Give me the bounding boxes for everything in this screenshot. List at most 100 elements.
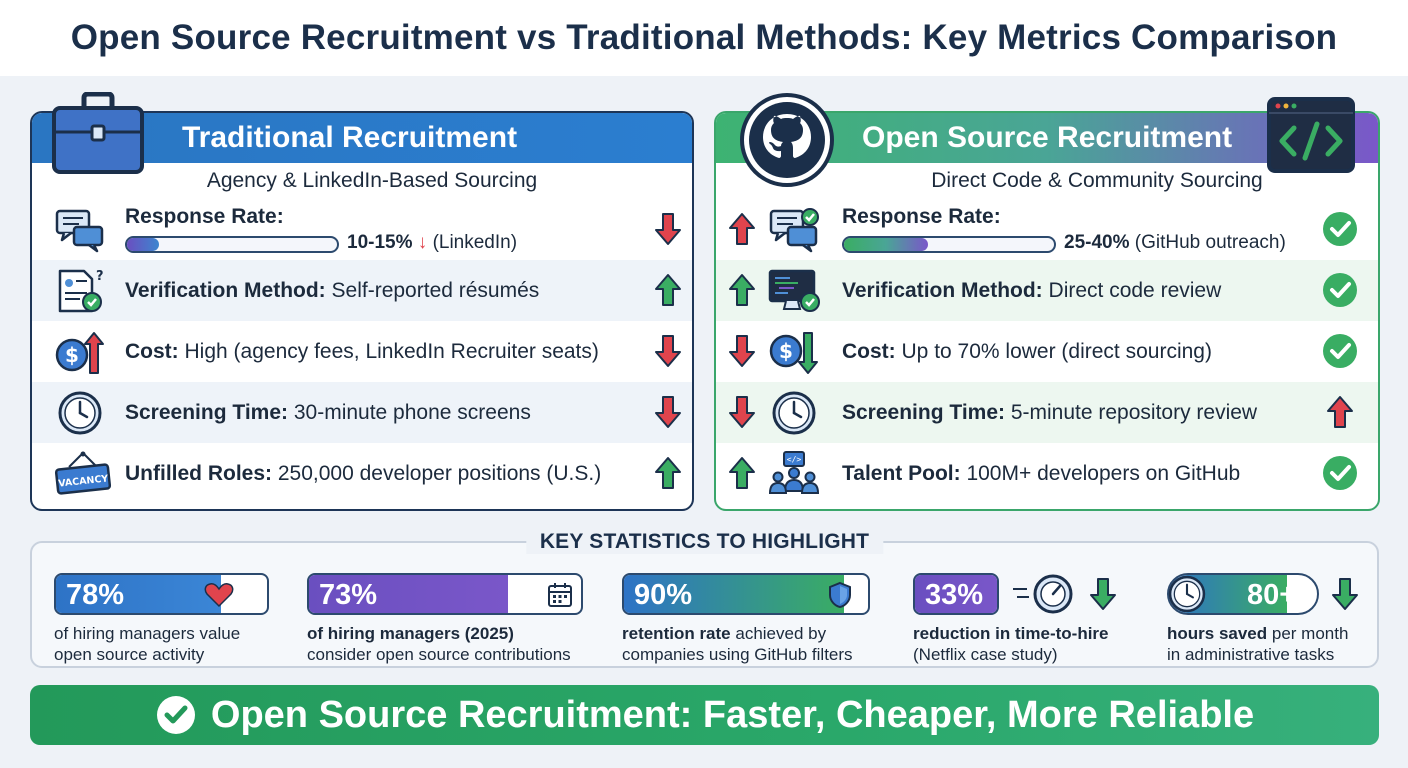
stat-number: 33% <box>925 579 984 611</box>
os-row-response-rate: Response Rate: 25-40% (GitHub outreach) <box>716 199 1378 260</box>
stat-description: reduction in time-to-hire (Netflix case s… <box>913 624 1109 664</box>
clock-icon <box>1165 572 1209 616</box>
calendar-icon <box>548 583 572 607</box>
arrow-down-icon <box>1089 577 1117 611</box>
trad-row-unfilled: VACANCY Unfilled Roles: 250,000 develope… <box>32 443 692 504</box>
os-row-cost: $ Cost: Up to 70% lower (direct sourcing… <box>716 321 1378 382</box>
shield-icon <box>829 581 851 609</box>
stat-number: 90% <box>634 579 693 611</box>
stat-item: 33% reduction in time-to-hire (Netflix ca… <box>913 573 1123 665</box>
stat-item: 73% of hiring managers (2025) consider op… <box>307 573 583 665</box>
open-source-subheading: Direct Code & Community Sourcing <box>931 169 1263 192</box>
arrow-up-icon <box>654 273 682 307</box>
arrow-up-icon <box>728 212 756 246</box>
response-rate-bar <box>842 236 1056 253</box>
cost-text: Cost: High (agency fees, LinkedIn Recrui… <box>125 339 599 363</box>
stats-title: KEY STATISTICS TO HIGHLIGHT <box>525 530 884 554</box>
stat-number: 78% <box>66 579 125 611</box>
stat-description: of hiring managers value open source acti… <box>54 624 241 664</box>
response-rate-bar-fill <box>127 238 159 251</box>
check-circle-icon <box>1322 333 1358 369</box>
stat-item: 80+ hours saved per month in administrati… <box>1167 573 1367 665</box>
trad-row-screening: Screening Time: 30-minute phone screens <box>32 382 692 443</box>
stat-pill: 78% <box>54 573 269 615</box>
response-rate-label: Response Rate: <box>842 205 1001 228</box>
response-rate-bar <box>125 236 339 253</box>
monitor-code-icon <box>768 269 820 312</box>
arrow-up-icon <box>654 456 682 490</box>
svg-text:</>: </> <box>787 455 802 464</box>
open-source-panel: Open Source Recruitment Direct Code & Co… <box>714 111 1380 511</box>
stat-pill-row: 33% <box>913 573 1123 615</box>
github-icon <box>740 93 834 187</box>
trad-row-verification: ? Verification Method: Self-reported rés… <box>32 260 692 321</box>
arrow-up-icon <box>728 456 756 490</box>
check-circle-icon <box>1322 211 1358 247</box>
stat-fill <box>624 575 844 613</box>
stat-fill <box>915 575 997 613</box>
arrow-down-icon <box>654 212 682 246</box>
svg-text:VACANCY: VACANCY <box>58 473 109 489</box>
svg-text:$: $ <box>779 339 793 363</box>
stat-description: of hiring managers (2025) consider open s… <box>307 624 571 664</box>
trad-row-response-rate: Response Rate: 10-15% ↓ (LinkedIn) <box>32 199 692 260</box>
svg-text:?: ? <box>96 269 104 284</box>
verification-text: Verification Method: Direct code review <box>842 278 1222 302</box>
stat-item: 78% of hiring managers value open source … <box>54 573 269 665</box>
title-bar: Open Source Recruitment vs Traditional M… <box>0 0 1408 76</box>
arrow-down-icon <box>1331 577 1359 611</box>
traditional-subheading: Agency & LinkedIn-Based Sourcing <box>206 169 538 192</box>
stat-pill: 33% <box>913 573 999 615</box>
chat-bubbles-icon <box>54 207 106 253</box>
talent-pool-text: Talent Pool: 100M+ developers on GitHub <box>842 461 1241 485</box>
screening-text: Screening Time: 30-minute phone screens <box>125 400 531 424</box>
conclusion-banner: Open Source Recruitment: Faster, Cheaper… <box>30 685 1379 745</box>
os-row-talent-pool: </> Talent Pool: 100M+ developers on Git… <box>716 443 1378 504</box>
stat-description: retention rate achieved by companies usin… <box>622 624 853 664</box>
vacancy-sign-icon: VACANCY <box>54 451 112 495</box>
arrow-down-icon <box>728 334 756 368</box>
dollar-down-icon: $ <box>769 332 818 374</box>
banner-text: Open Source Recruitment: Faster, Cheaper… <box>210 693 1255 736</box>
svg-text:$: $ <box>65 343 79 367</box>
unfilled-text: Unfilled Roles: 250,000 developer positi… <box>125 461 602 485</box>
arrow-down-icon <box>654 395 682 429</box>
arrow-up-icon <box>728 273 756 307</box>
stat-number: 80+ <box>1247 579 1297 611</box>
stat-fill <box>56 575 221 613</box>
stat-item: 90% retention rate achieved by companies … <box>622 573 870 665</box>
key-statistics: KEY STATISTICS TO HIGHLIGHT 78% of hirin… <box>30 530 1379 668</box>
heart-icon <box>204 583 234 608</box>
stat-pill-row: 80+ <box>1167 573 1367 615</box>
stat-number: 73% <box>319 579 378 611</box>
page-title: Open Source Recruitment vs Traditional M… <box>70 18 1338 57</box>
check-circle-icon <box>1322 272 1358 308</box>
briefcase-icon <box>52 92 144 174</box>
dollar-up-icon: $ <box>55 332 104 374</box>
stat-description: hours saved per month in administrative t… <box>1167 624 1349 664</box>
code-window-icon <box>1267 97 1355 173</box>
os-row-verification: Verification Method: Direct code review <box>716 260 1378 321</box>
resume-check-icon: ? <box>58 269 104 313</box>
check-circle-icon <box>156 696 195 734</box>
arrow-down-icon <box>654 334 682 368</box>
stat-pill: 73% <box>307 573 583 615</box>
response-rate-value: 25-40% (GitHub outreach) <box>1064 232 1286 253</box>
chat-check-icon <box>768 208 819 253</box>
arrow-up-icon <box>1326 395 1354 429</box>
response-rate-value: 10-15% ↓ (LinkedIn) <box>347 232 518 253</box>
response-rate-bar-fill <box>844 238 928 251</box>
stat-fill <box>309 575 508 613</box>
clock-icon <box>768 390 820 436</box>
response-rate-label: Response Rate: <box>125 205 284 228</box>
developers-group-icon: </> <box>768 451 820 494</box>
arrow-down-icon <box>728 395 756 429</box>
clock-icon <box>54 390 106 436</box>
verification-text: Verification Method: Self-reported résum… <box>125 278 540 302</box>
stat-pill: 90% <box>622 573 870 615</box>
cost-text: Cost: Up to 70% lower (direct sourcing) <box>842 339 1212 363</box>
speedometer-icon <box>1013 574 1073 614</box>
os-row-screening: Screening Time: 5-minute repository revi… <box>716 382 1378 443</box>
screening-text: Screening Time: 5-minute repository revi… <box>842 400 1258 424</box>
trad-row-cost: $ Cost: High (agency fees, LinkedIn Recr… <box>32 321 692 382</box>
